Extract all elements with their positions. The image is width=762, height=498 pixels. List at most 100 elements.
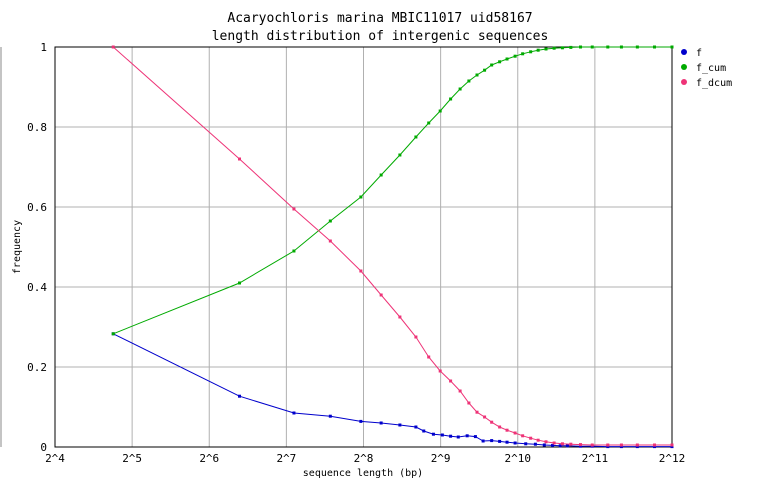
- data-point: [379, 173, 383, 177]
- data-point: [328, 239, 332, 243]
- data-point: [328, 219, 332, 223]
- data-point: [670, 445, 674, 449]
- data-point: [111, 332, 115, 336]
- data-point: [505, 440, 509, 444]
- data-point: [379, 421, 383, 425]
- data-point: [536, 48, 540, 52]
- data-point: [111, 45, 115, 49]
- y-tick-label: 0.8: [27, 121, 47, 134]
- data-point: [498, 439, 502, 443]
- data-point: [379, 293, 383, 297]
- data-point: [467, 401, 471, 405]
- data-point: [579, 45, 583, 49]
- data-point: [619, 45, 623, 49]
- data-point: [398, 423, 402, 427]
- data-point: [475, 73, 479, 77]
- data-point: [427, 121, 431, 125]
- data-point: [560, 442, 564, 446]
- legend: f f_cum f_dcum: [681, 48, 732, 89]
- data-point: [359, 195, 363, 199]
- data-point: [449, 379, 453, 383]
- chart-title: Acaryochloris marina MBIC11017 uid58167: [227, 11, 532, 26]
- series-f-cum: [111, 45, 674, 336]
- data-point: [483, 68, 487, 72]
- series-f: [111, 332, 674, 449]
- data-point: [458, 87, 462, 91]
- data-point: [422, 429, 426, 433]
- data-point: [521, 434, 525, 438]
- data-point: [542, 443, 546, 447]
- data-point: [359, 419, 363, 423]
- data-point: [440, 433, 444, 437]
- data-point: [238, 157, 242, 161]
- x-axis-label: sequence length (bp): [303, 468, 423, 479]
- data-point: [490, 439, 494, 443]
- data-point: [359, 269, 363, 273]
- data-point: [431, 432, 435, 436]
- data-point: [579, 443, 583, 447]
- data-point: [490, 63, 494, 67]
- data-point: [653, 445, 656, 449]
- data-point: [635, 445, 639, 449]
- data-point: [524, 442, 528, 446]
- data-point: [490, 420, 494, 424]
- data-point: [414, 135, 418, 139]
- x-tick-label: 2^4: [45, 452, 65, 465]
- data-point: [606, 445, 610, 449]
- data-point: [467, 79, 471, 83]
- data-point: [238, 281, 242, 285]
- y-tick-labels: 0 0.2 0.4 0.6 0.8 1: [27, 41, 47, 454]
- data-point: [565, 444, 569, 448]
- y-tick-label: 0: [40, 441, 47, 454]
- data-point: [414, 425, 418, 429]
- data-point: [606, 45, 610, 49]
- data-point: [328, 414, 332, 418]
- x-tick-label: 2^11: [582, 452, 609, 465]
- data-point: [438, 109, 442, 113]
- y-tick-label: 1: [40, 41, 47, 54]
- data-point: [579, 444, 583, 448]
- x-tick-label: 2^10: [505, 452, 532, 465]
- data-point: [670, 443, 674, 447]
- data-point: [438, 369, 442, 373]
- data-point: [458, 389, 462, 393]
- data-point: [544, 47, 548, 51]
- data-point: [449, 434, 453, 438]
- grid: [55, 47, 672, 447]
- x-tick-label: 2^7: [276, 452, 296, 465]
- plot-area: [54, 46, 673, 448]
- data-point: [569, 442, 573, 446]
- x-tick-label: 2^5: [122, 452, 142, 465]
- data-point: [483, 415, 487, 419]
- data-point: [552, 46, 556, 50]
- data-point: [475, 410, 479, 414]
- data-point: [606, 443, 610, 447]
- data-point: [481, 439, 485, 443]
- data-point: [473, 435, 477, 439]
- data-point: [635, 443, 639, 447]
- data-point: [505, 428, 509, 432]
- data-point: [569, 45, 573, 49]
- y-tick-label: 0.2: [27, 361, 47, 374]
- data-point: [670, 45, 674, 49]
- data-point: [558, 444, 562, 448]
- data-point: [498, 425, 502, 429]
- data-point: [590, 443, 594, 447]
- data-point: [292, 249, 296, 253]
- series-f-dcum: [111, 45, 674, 447]
- legend-label: f: [696, 48, 702, 59]
- legend-label: f_dcum: [696, 78, 732, 89]
- data-point: [427, 355, 431, 359]
- data-point: [590, 45, 594, 49]
- data-point: [513, 54, 517, 58]
- data-point: [552, 441, 556, 445]
- legend-marker: [681, 64, 687, 70]
- chart-subtitle: length distribution of intergenic sequen…: [212, 29, 549, 44]
- data-point: [533, 442, 537, 446]
- data-point: [414, 335, 418, 339]
- data-point: [653, 443, 656, 447]
- y-tick-label: 0.4: [27, 281, 47, 294]
- x-tick-labels: 2^4 2^5 2^6 2^7 2^8 2^9 2^10 2^11 2^12: [45, 452, 685, 465]
- data-point: [544, 440, 548, 444]
